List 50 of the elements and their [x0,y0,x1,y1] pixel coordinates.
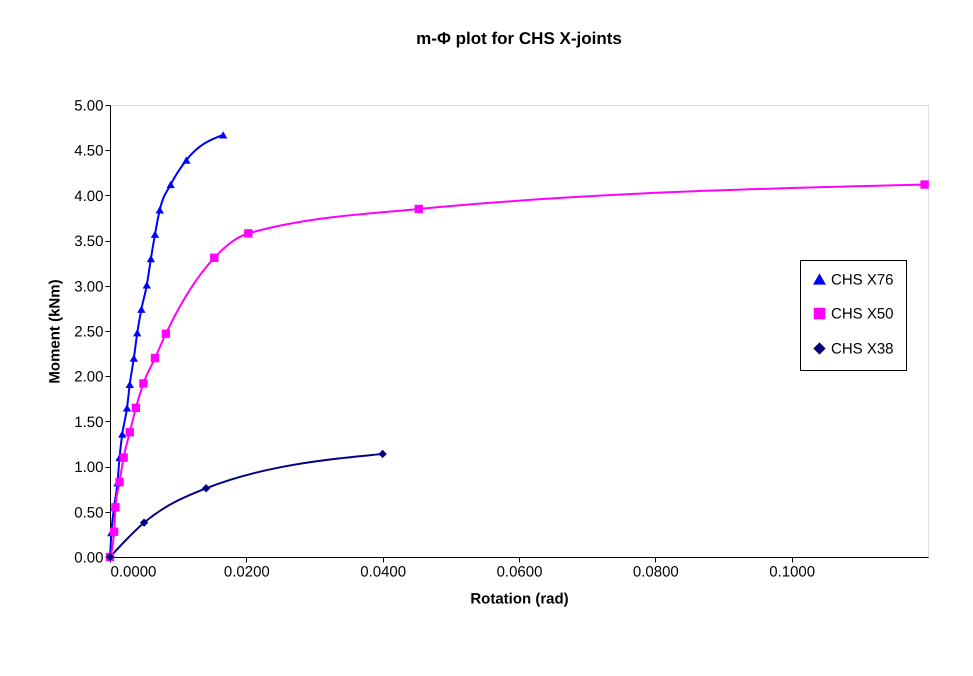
point [130,354,138,362]
point [244,229,253,238]
y-tick-label: 0.00 [74,550,104,566]
y-tick-label: 2.50 [74,324,104,340]
point [202,484,210,492]
point [378,450,387,458]
point [126,428,134,436]
y-tick-label: 4.00 [74,188,104,205]
point [110,528,118,536]
point [133,329,142,336]
y-tick-label: 4.50 [74,142,104,160]
point [132,404,140,412]
point [137,306,146,313]
point [139,379,148,388]
legend-label: CHS X50 [831,306,894,322]
point [166,180,175,188]
x-tick-label: 0.0000 [110,564,156,580]
x-tick-label: 0.1000 [769,564,816,580]
point [156,206,164,214]
point [118,430,126,438]
point [122,404,132,412]
x-tick-label: 0.0600 [496,564,542,580]
point [920,180,929,189]
point [142,281,151,289]
point [218,131,228,138]
y-tick-label: 1.50 [74,414,104,431]
y-tick-label: 3.50 [74,233,104,250]
y-tick-label: 5.00 [74,98,104,114]
y-tick-label: 3.00 [74,278,104,296]
legend-label: CHS X76 [831,272,894,288]
y-tick-label: 2.00 [74,368,104,386]
point [150,230,160,238]
x-tick-label: 0.0800 [632,564,679,580]
chart-title: m-Φ plot for CHS X-joints [416,29,622,48]
point [146,255,156,262]
y-tick-label: 0.50 [74,504,104,522]
y-tick-label: 1.00 [74,459,104,476]
point [210,254,218,262]
point [150,354,160,362]
point [140,518,148,527]
point [126,380,134,388]
point [119,453,128,462]
x-tick-label: 0.0200 [224,564,270,580]
y-axis-title: Moment (kNm) [46,279,64,384]
x-axis-title: Rotation (rad) [470,590,569,608]
point [182,156,191,164]
x-tick-label: 0.0400 [360,564,406,580]
point [162,330,170,338]
point [414,204,423,214]
legend-label: CHS X38 [831,340,894,358]
